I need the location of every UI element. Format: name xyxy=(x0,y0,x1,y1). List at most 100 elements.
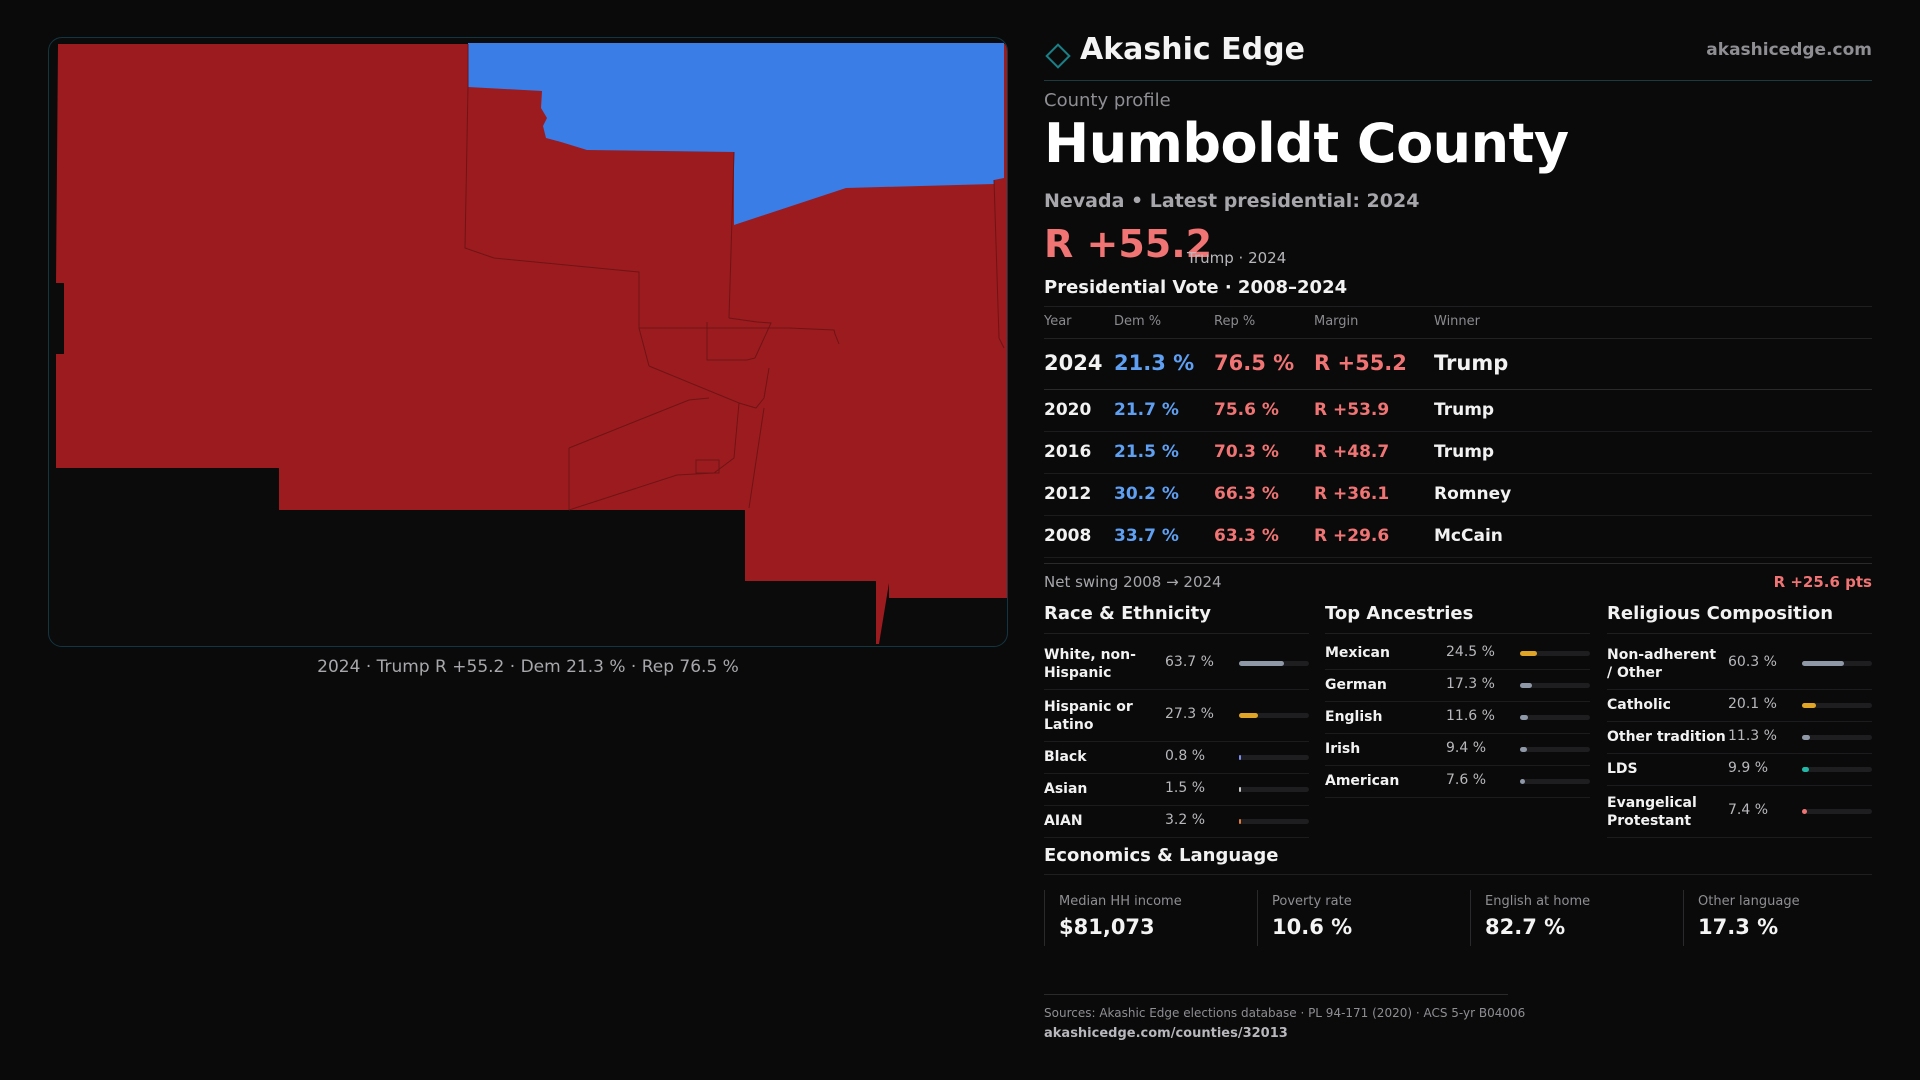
divider xyxy=(1044,563,1872,564)
race-row[interactable]: AIAN 3.2 % xyxy=(1044,806,1309,838)
ancestry-bar-fill xyxy=(1520,651,1538,656)
ancestry-label: German xyxy=(1325,677,1387,693)
race-row[interactable]: White, non-Hispanic 63.7 % xyxy=(1044,638,1309,690)
presidential-vote-table: Year Dem % Rep % Margin Winner 2024 21.3… xyxy=(1044,306,1872,558)
stat-label: Median HH income xyxy=(1059,894,1182,909)
table-row-latest[interactable]: 2024 21.3 % 76.5 % R +55.2 Trump xyxy=(1044,339,1872,390)
religion-row[interactable]: Evangelical Protestant 7.4 % xyxy=(1607,786,1872,838)
page-title: Humboldt County xyxy=(1044,112,1569,175)
religion-row[interactable]: Non-adherent / Other 60.3 % xyxy=(1607,638,1872,690)
ancestry-bar-track xyxy=(1520,651,1590,656)
ancestry-label: Mexican xyxy=(1325,645,1390,661)
ancestry-value: 7.6 % xyxy=(1446,772,1487,788)
race-row[interactable]: Black 0.8 % xyxy=(1044,742,1309,774)
religion-bar-track xyxy=(1802,767,1872,772)
divider xyxy=(1044,874,1872,875)
map-caption: 2024 · Trump R +55.2 · Dem 21.3 % · Rep … xyxy=(317,657,739,677)
brand-url-link[interactable]: akashicedge.com xyxy=(1706,40,1872,60)
precinct-map-svg xyxy=(56,43,1007,644)
religion-value: 9.9 % xyxy=(1728,760,1769,776)
race-label: White, non-Hispanic xyxy=(1044,647,1136,681)
stat-other-language: Other language 17.3 % xyxy=(1683,890,1879,946)
cell-dem: 21.3 % xyxy=(1114,351,1195,375)
religion-label: LDS xyxy=(1607,761,1638,777)
religion-bar-track xyxy=(1802,661,1872,666)
religion-bar-fill xyxy=(1802,735,1810,740)
county-profile-panel: Akashic Edge akashicedge.com County prof… xyxy=(1044,0,1872,1080)
stat-value: 82.7 % xyxy=(1485,915,1566,939)
col-header-margin: Margin xyxy=(1314,314,1359,329)
democratic-precincts[interactable] xyxy=(468,43,1004,225)
race-value: 27.3 % xyxy=(1165,706,1214,722)
religion-label: Catholic xyxy=(1607,697,1671,713)
col-header-year: Year xyxy=(1044,314,1072,329)
race-bar-track xyxy=(1239,787,1309,792)
race-bar-fill xyxy=(1239,755,1241,760)
cell-margin: R +55.2 xyxy=(1314,351,1407,375)
cell-margin: R +36.1 xyxy=(1314,484,1390,504)
ancestry-bar-track xyxy=(1520,747,1590,752)
cell-rep: 75.6 % xyxy=(1214,400,1279,420)
table-row[interactable]: 2008 33.7 % 63.3 % R +29.6 McCain xyxy=(1044,516,1872,558)
county-map[interactable] xyxy=(48,37,1008,647)
cell-margin: R +29.6 xyxy=(1314,526,1390,546)
religion-bar-track xyxy=(1802,703,1872,708)
religion-value: 7.4 % xyxy=(1728,802,1769,818)
ancestry-bar-track xyxy=(1520,683,1590,688)
race-bar-track xyxy=(1239,661,1309,666)
cell-dem: 21.5 % xyxy=(1114,442,1179,462)
religion-section-title: Religious Composition xyxy=(1607,603,1872,634)
religion-bar-fill xyxy=(1802,809,1808,814)
state-subtitle: Nevada • Latest presidential: 2024 xyxy=(1044,190,1420,212)
religion-bar-track xyxy=(1802,809,1872,814)
stat-poverty-rate: Poverty rate 10.6 % xyxy=(1257,890,1453,946)
race-row[interactable]: Asian 1.5 % xyxy=(1044,774,1309,806)
county-page-link[interactable]: akashicedge.com/counties/32013 xyxy=(1044,1026,1288,1041)
cell-margin: R +53.9 xyxy=(1314,400,1390,420)
table-row[interactable]: 2012 30.2 % 66.3 % R +36.1 Romney xyxy=(1044,474,1872,516)
cell-winner: Romney xyxy=(1434,484,1512,504)
religion-bar-fill xyxy=(1802,703,1817,708)
table-header-row: Year Dem % Rep % Margin Winner xyxy=(1044,306,1872,339)
ancestry-bar-fill xyxy=(1520,747,1527,752)
religion-row[interactable]: LDS 9.9 % xyxy=(1607,754,1872,786)
stat-median-income: Median HH income $81,073 xyxy=(1044,890,1240,946)
ancestry-value: 17.3 % xyxy=(1446,676,1495,692)
religion-row[interactable]: Other tradition 11.3 % xyxy=(1607,722,1872,754)
ancestry-row[interactable]: Irish 9.4 % xyxy=(1325,734,1590,766)
ancestry-bar-fill xyxy=(1520,715,1529,720)
profile-eyebrow: County profile xyxy=(1044,90,1171,111)
race-row[interactable]: Hispanic or Latino 27.3 % xyxy=(1044,690,1309,742)
cell-rep: 76.5 % xyxy=(1214,351,1295,375)
col-header-rep: Rep % xyxy=(1214,314,1256,329)
ancestry-row[interactable]: English 11.6 % xyxy=(1325,702,1590,734)
economics-section-title: Economics & Language xyxy=(1044,845,1279,866)
brand-name: Akashic Edge xyxy=(1080,32,1305,67)
race-label: Hispanic or Latino xyxy=(1044,699,1133,733)
table-row[interactable]: 2020 21.7 % 75.6 % R +53.9 Trump xyxy=(1044,390,1872,432)
religion-bar-fill xyxy=(1802,767,1809,772)
religion-row[interactable]: Catholic 20.1 % xyxy=(1607,690,1872,722)
cell-rep: 66.3 % xyxy=(1214,484,1279,504)
cell-winner: Trump xyxy=(1434,442,1495,462)
vote-section-title: Presidential Vote · 2008–2024 xyxy=(1044,277,1348,298)
ancestry-row[interactable]: Mexican 24.5 % xyxy=(1325,638,1590,670)
stat-english-at-home: English at home 82.7 % xyxy=(1470,890,1666,946)
cell-year: 2016 xyxy=(1044,442,1092,462)
precinct-boundaries xyxy=(464,44,1005,511)
stat-label: English at home xyxy=(1485,894,1591,909)
table-row[interactable]: 2016 21.5 % 70.3 % R +48.7 Trump xyxy=(1044,432,1872,474)
cell-dem: 33.7 % xyxy=(1114,526,1179,546)
stat-value: 17.3 % xyxy=(1698,915,1779,939)
ancestry-row[interactable]: American 7.6 % xyxy=(1325,766,1590,798)
religion-bar-fill xyxy=(1802,661,1845,666)
brand-header: Akashic Edge akashicedge.com xyxy=(1044,28,1872,81)
ancestry-value: 11.6 % xyxy=(1446,708,1495,724)
ancestry-row[interactable]: German 17.3 % xyxy=(1325,670,1590,702)
race-bar-fill xyxy=(1239,787,1241,792)
col-header-dem: Dem % xyxy=(1114,314,1162,329)
race-bar-track xyxy=(1239,755,1309,760)
race-label: Asian xyxy=(1044,781,1088,797)
ancestry-value: 9.4 % xyxy=(1446,740,1487,756)
cell-winner: McCain xyxy=(1434,526,1503,546)
